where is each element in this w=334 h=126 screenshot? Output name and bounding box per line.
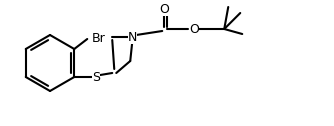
Text: Br: Br — [92, 33, 106, 45]
Text: O: O — [159, 3, 169, 15]
Text: N: N — [128, 30, 137, 43]
Text: S: S — [92, 71, 100, 84]
Text: O: O — [189, 23, 199, 36]
